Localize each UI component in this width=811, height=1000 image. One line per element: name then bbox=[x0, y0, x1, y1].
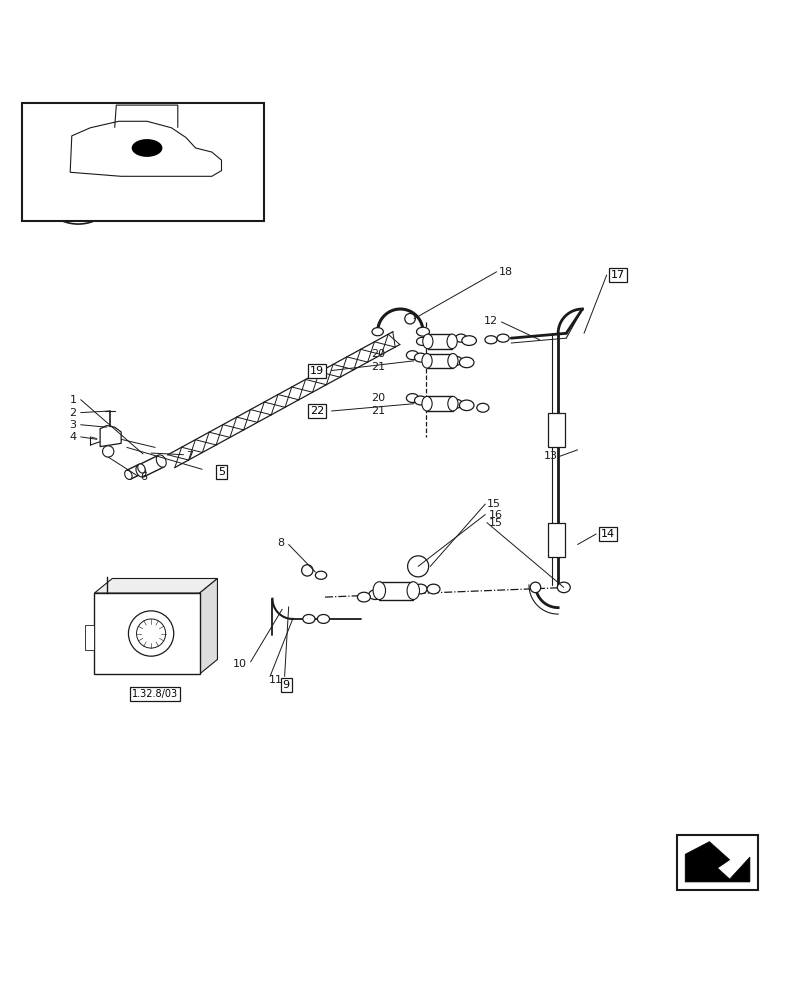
Ellipse shape bbox=[357, 592, 370, 602]
Ellipse shape bbox=[368, 590, 381, 600]
Ellipse shape bbox=[530, 582, 540, 593]
Ellipse shape bbox=[484, 336, 496, 344]
Text: 11: 11 bbox=[268, 675, 282, 685]
Text: 3: 3 bbox=[70, 420, 76, 430]
Ellipse shape bbox=[406, 582, 419, 600]
Ellipse shape bbox=[372, 582, 385, 600]
Text: 5: 5 bbox=[217, 467, 225, 477]
Ellipse shape bbox=[301, 565, 312, 576]
Ellipse shape bbox=[447, 334, 457, 349]
Text: 14: 14 bbox=[600, 529, 615, 539]
Circle shape bbox=[136, 619, 165, 648]
Ellipse shape bbox=[414, 396, 426, 405]
Bar bbox=[22, 103, 264, 221]
Polygon shape bbox=[684, 842, 749, 882]
Text: 4: 4 bbox=[70, 432, 76, 442]
Ellipse shape bbox=[448, 396, 457, 411]
Ellipse shape bbox=[135, 465, 146, 477]
Ellipse shape bbox=[416, 327, 429, 336]
Bar bbox=[547, 413, 564, 447]
Ellipse shape bbox=[303, 615, 315, 623]
Polygon shape bbox=[427, 334, 452, 349]
Polygon shape bbox=[126, 464, 144, 479]
Ellipse shape bbox=[459, 400, 474, 411]
Ellipse shape bbox=[422, 396, 431, 411]
Text: 7: 7 bbox=[186, 451, 193, 461]
Text: 9: 9 bbox=[282, 680, 290, 690]
Text: 20: 20 bbox=[371, 349, 385, 359]
Ellipse shape bbox=[455, 334, 466, 342]
Ellipse shape bbox=[422, 354, 431, 368]
Text: 18: 18 bbox=[499, 267, 513, 277]
Bar bbox=[84, 625, 94, 650]
Polygon shape bbox=[138, 455, 164, 477]
Text: 21: 21 bbox=[371, 406, 385, 416]
Polygon shape bbox=[94, 578, 217, 593]
Ellipse shape bbox=[427, 584, 440, 594]
Ellipse shape bbox=[414, 353, 426, 362]
Text: 21: 21 bbox=[371, 362, 385, 372]
Ellipse shape bbox=[423, 334, 432, 349]
Bar bbox=[547, 523, 564, 557]
Text: 17: 17 bbox=[610, 270, 624, 280]
Text: 10: 10 bbox=[232, 659, 247, 669]
Ellipse shape bbox=[315, 571, 326, 579]
Ellipse shape bbox=[414, 584, 427, 594]
Circle shape bbox=[68, 172, 88, 192]
Text: 16: 16 bbox=[488, 510, 502, 520]
Polygon shape bbox=[200, 578, 217, 674]
Circle shape bbox=[36, 140, 120, 224]
Ellipse shape bbox=[405, 313, 414, 324]
Ellipse shape bbox=[124, 470, 132, 479]
Ellipse shape bbox=[371, 328, 383, 336]
Text: 20: 20 bbox=[371, 393, 385, 403]
Circle shape bbox=[102, 446, 114, 457]
Bar bbox=[94, 593, 200, 674]
Text: 15: 15 bbox=[487, 499, 500, 509]
Text: 13: 13 bbox=[543, 451, 557, 461]
Text: 8: 8 bbox=[277, 538, 285, 548]
Circle shape bbox=[128, 611, 174, 656]
Ellipse shape bbox=[476, 403, 488, 412]
Polygon shape bbox=[100, 426, 121, 447]
Ellipse shape bbox=[459, 357, 474, 368]
Circle shape bbox=[185, 172, 214, 201]
Text: 1: 1 bbox=[70, 395, 76, 405]
Circle shape bbox=[48, 151, 109, 213]
Ellipse shape bbox=[157, 455, 166, 467]
Ellipse shape bbox=[556, 582, 569, 593]
Text: 1.32.8/03: 1.32.8/03 bbox=[132, 689, 178, 699]
Bar bbox=[676, 835, 757, 890]
Text: 6: 6 bbox=[140, 472, 148, 482]
Polygon shape bbox=[427, 354, 453, 368]
Text: 15: 15 bbox=[488, 518, 502, 528]
Polygon shape bbox=[427, 396, 453, 411]
Text: 19: 19 bbox=[310, 366, 324, 376]
Circle shape bbox=[407, 556, 428, 577]
Ellipse shape bbox=[406, 394, 418, 402]
Ellipse shape bbox=[131, 139, 162, 157]
Text: 22: 22 bbox=[310, 406, 324, 416]
Circle shape bbox=[178, 166, 221, 208]
Ellipse shape bbox=[448, 354, 457, 368]
Text: 2: 2 bbox=[70, 408, 76, 418]
Ellipse shape bbox=[449, 399, 461, 408]
Ellipse shape bbox=[406, 351, 418, 360]
Polygon shape bbox=[379, 582, 413, 600]
Ellipse shape bbox=[496, 334, 508, 342]
Ellipse shape bbox=[317, 615, 329, 623]
Ellipse shape bbox=[461, 336, 476, 345]
Ellipse shape bbox=[138, 464, 145, 473]
Ellipse shape bbox=[416, 337, 427, 345]
Text: 12: 12 bbox=[483, 316, 498, 326]
Ellipse shape bbox=[449, 356, 461, 365]
